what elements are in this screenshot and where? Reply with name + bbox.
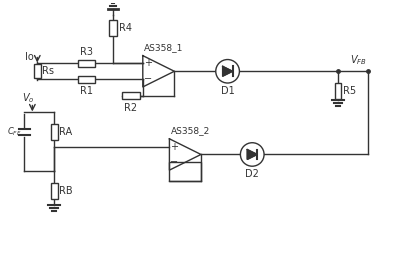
Bar [109, 20, 117, 36]
Bar [34, 64, 41, 78]
Bar [78, 60, 95, 67]
Bar [50, 124, 58, 140]
Polygon shape [223, 66, 233, 76]
Text: Io: Io [25, 51, 34, 62]
Text: AS358_1: AS358_1 [144, 43, 183, 52]
Circle shape [216, 60, 239, 83]
Text: $V_{FB}$: $V_{FB}$ [350, 54, 367, 67]
Text: Rs: Rs [42, 66, 54, 76]
Text: $C_{FF}$: $C_{FF}$ [7, 126, 21, 138]
Text: R4: R4 [119, 23, 132, 33]
Text: R1: R1 [80, 86, 93, 96]
Bar [50, 183, 58, 198]
Text: +: + [170, 142, 178, 152]
Text: RB: RB [59, 186, 73, 196]
Text: −: − [170, 157, 178, 167]
Bar [335, 83, 341, 99]
Text: R5: R5 [343, 86, 356, 96]
Circle shape [241, 143, 264, 166]
Text: R2: R2 [124, 103, 137, 113]
Text: −: − [144, 74, 152, 84]
Bar [122, 92, 140, 99]
Text: D1: D1 [221, 86, 235, 96]
Bar [170, 162, 201, 181]
Bar [78, 76, 95, 82]
Text: D2: D2 [245, 169, 259, 179]
Polygon shape [247, 150, 257, 159]
Text: RA: RA [59, 127, 72, 137]
Text: +: + [144, 58, 152, 68]
Text: AS358_2: AS358_2 [170, 126, 210, 135]
Text: R3: R3 [80, 47, 93, 57]
Text: $V_o$: $V_o$ [23, 91, 35, 105]
